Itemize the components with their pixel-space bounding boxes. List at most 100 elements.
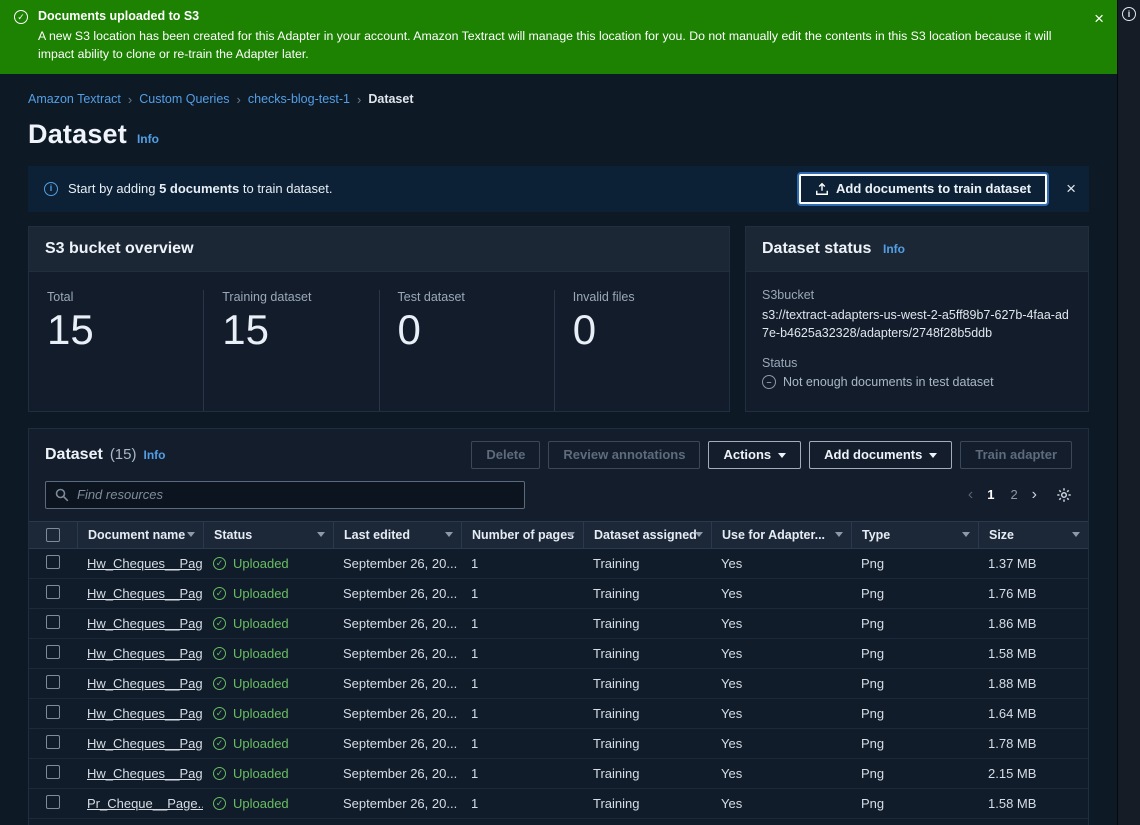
add-documents-label: Add documents <box>824 447 923 463</box>
row-select-cell <box>29 554 77 572</box>
table-row[interactable]: Hw_Cheques__Pag... ✓ Uploaded September … <box>29 548 1088 579</box>
table-row[interactable]: Hw_Cheques__Pag... ✓ Uploaded September … <box>29 608 1088 639</box>
breadcrumb-link-custom-queries[interactable]: Custom Queries <box>139 92 230 107</box>
table-preferences-button[interactable] <box>1056 487 1072 503</box>
search-box[interactable] <box>45 480 525 509</box>
table-info-link[interactable]: Info <box>143 447 166 462</box>
row-checkbox[interactable] <box>46 554 60 569</box>
status-text: Uploaded <box>233 615 289 631</box>
filter-icon[interactable] <box>695 532 703 538</box>
document-link[interactable]: Hw_Cheques__Pag... <box>87 705 203 721</box>
document-link[interactable]: Hw_Cheques__Pag... <box>87 585 203 601</box>
previous-page-icon[interactable]: ‹ <box>963 486 978 503</box>
success-flashbar: ✓ Documents uploaded to S3 A new S3 loca… <box>0 0 1117 74</box>
dataset-assigned-cell: Training <box>593 555 640 571</box>
add-documents-dropdown-button[interactable]: Add documents <box>809 440 953 469</box>
column-header-document-name[interactable]: Document name <box>77 521 203 548</box>
success-flashbar-close-icon[interactable]: × <box>1094 9 1104 28</box>
document-link[interactable]: Hw_Cheques__Pag... <box>87 645 203 661</box>
review-annotations-button[interactable]: Review annotations <box>548 440 701 469</box>
filter-icon[interactable] <box>445 532 453 538</box>
row-checkbox[interactable] <box>46 764 60 779</box>
info-flashbar-close-icon[interactable]: × <box>1066 179 1076 199</box>
message-part: to train dataset. <box>239 181 333 197</box>
last-edited-cell: September 26, 20... <box>343 795 458 811</box>
table-row[interactable]: Hw_Cheques__Pag... ✓ Uploaded September … <box>29 668 1088 699</box>
document-name-cell: Hw_Cheques__Pag... <box>77 706 203 721</box>
dataset-assigned-cell: Training <box>593 705 640 721</box>
uploaded-check-icon: ✓ <box>213 646 226 660</box>
document-name-cell: Hw_Cheques__Pag... <box>77 676 203 691</box>
table-row[interactable]: Pr_Cheque__Page... ✓ Uploaded September … <box>29 788 1088 819</box>
add-documents-to-train-button[interactable]: Add documents to train dataset <box>799 173 1048 204</box>
page-button-1[interactable]: 1 <box>980 485 1001 504</box>
status-text: Uploaded <box>233 705 289 721</box>
filter-icon[interactable] <box>317 532 325 538</box>
train-adapter-button[interactable]: Train adapter <box>960 440 1072 469</box>
filter-icon[interactable] <box>962 532 970 538</box>
document-link[interactable]: Hw_Cheques__Pag... <box>87 765 203 781</box>
uploaded-check-icon: ✓ <box>213 736 226 750</box>
search-input[interactable] <box>77 487 515 503</box>
info-icon[interactable]: i <box>1122 7 1136 21</box>
table-row[interactable]: Pr_Cheque__Page... ✓ Uploaded September … <box>29 818 1088 825</box>
last-edited-cell: September 26, 20... <box>343 585 458 601</box>
stat-test-dataset: Test dataset 0 <box>378 289 554 411</box>
size-cell: 1.58 MB <box>988 795 1037 811</box>
column-header-dataset-assigned[interactable]: Dataset assigned <box>583 521 711 548</box>
column-header-status[interactable]: Status <box>203 521 333 548</box>
dataset-status-info-link[interactable]: Info <box>883 241 905 256</box>
table-row[interactable]: Hw_Cheques__Pag... ✓ Uploaded September … <box>29 758 1088 789</box>
column-header-use-for-adapter[interactable]: Use for Adapter... <box>711 521 851 548</box>
page-info-link[interactable]: Info <box>136 131 159 146</box>
table-row[interactable]: Hw_Cheques__Pag... ✓ Uploaded September … <box>29 638 1088 669</box>
size-cell: 1.76 MB <box>988 585 1037 601</box>
last-edited-cell: September 26, 20... <box>343 555 458 571</box>
row-checkbox[interactable] <box>46 794 60 809</box>
s3-overview-stats: Total 15 Training dataset 15 Test datase… <box>29 272 729 411</box>
document-link[interactable]: Pr_Cheque__Page... <box>87 795 203 811</box>
row-checkbox[interactable] <box>46 674 60 689</box>
delete-button[interactable]: Delete <box>471 440 541 469</box>
uploaded-check-icon: ✓ <box>213 796 226 810</box>
status-text: Uploaded <box>233 555 289 571</box>
next-page-icon[interactable]: › <box>1027 486 1042 503</box>
uploaded-check-icon: ✓ <box>213 706 226 720</box>
filter-icon[interactable] <box>567 532 575 538</box>
dataset-assigned-cell: Training <box>593 765 640 781</box>
filter-icon[interactable] <box>1072 532 1080 538</box>
pagination: ‹ 1 2 › <box>963 485 1072 504</box>
column-header-size[interactable]: Size <box>978 521 1088 548</box>
row-select-cell <box>29 704 77 722</box>
help-panel-toggle[interactable]: i <box>1117 0 1140 825</box>
row-checkbox[interactable] <box>46 644 60 659</box>
document-link[interactable]: Hw_Cheques__Pag... <box>87 735 203 751</box>
column-header-last-edited[interactable]: Last edited <box>333 521 461 548</box>
stat-value: 15 <box>222 305 269 353</box>
stat-value: 0 <box>572 305 597 353</box>
breadcrumb-link-amazon-textract[interactable]: Amazon Textract <box>28 92 121 107</box>
row-checkbox[interactable] <box>46 734 60 749</box>
filter-icon[interactable] <box>187 532 195 538</box>
gear-icon <box>1057 488 1071 502</box>
row-checkbox[interactable] <box>46 704 60 719</box>
status-cell: ✓ Uploaded <box>203 556 333 571</box>
page-button-2[interactable]: 2 <box>1003 485 1024 504</box>
size-cell: 2.15 MB <box>988 765 1037 781</box>
filter-icon[interactable] <box>835 532 843 538</box>
breadcrumb-link-adapter[interactable]: checks-blog-test-1 <box>247 92 350 107</box>
row-checkbox[interactable] <box>46 584 60 599</box>
table-row[interactable]: Hw_Cheques__Pag... ✓ Uploaded September … <box>29 698 1088 729</box>
document-link[interactable]: Hw_Cheques__Pag... <box>87 615 203 631</box>
column-header-type[interactable]: Type <box>851 521 978 548</box>
document-link[interactable]: Hw_Cheques__Pag... <box>87 555 203 571</box>
actions-dropdown-button[interactable]: Actions <box>708 440 802 469</box>
column-header-number-of-pages[interactable]: Number of pages <box>461 521 583 548</box>
row-checkbox[interactable] <box>46 614 60 629</box>
document-link[interactable]: Hw_Cheques__Pag... <box>87 675 203 691</box>
table-row[interactable]: Hw_Cheques__Pag... ✓ Uploaded September … <box>29 728 1088 759</box>
row-select-cell <box>29 584 77 602</box>
select-all-checkbox[interactable] <box>46 527 60 542</box>
table-row[interactable]: Hw_Cheques__Pag... ✓ Uploaded September … <box>29 578 1088 609</box>
use-for-adapter-cell: Yes <box>721 555 743 571</box>
